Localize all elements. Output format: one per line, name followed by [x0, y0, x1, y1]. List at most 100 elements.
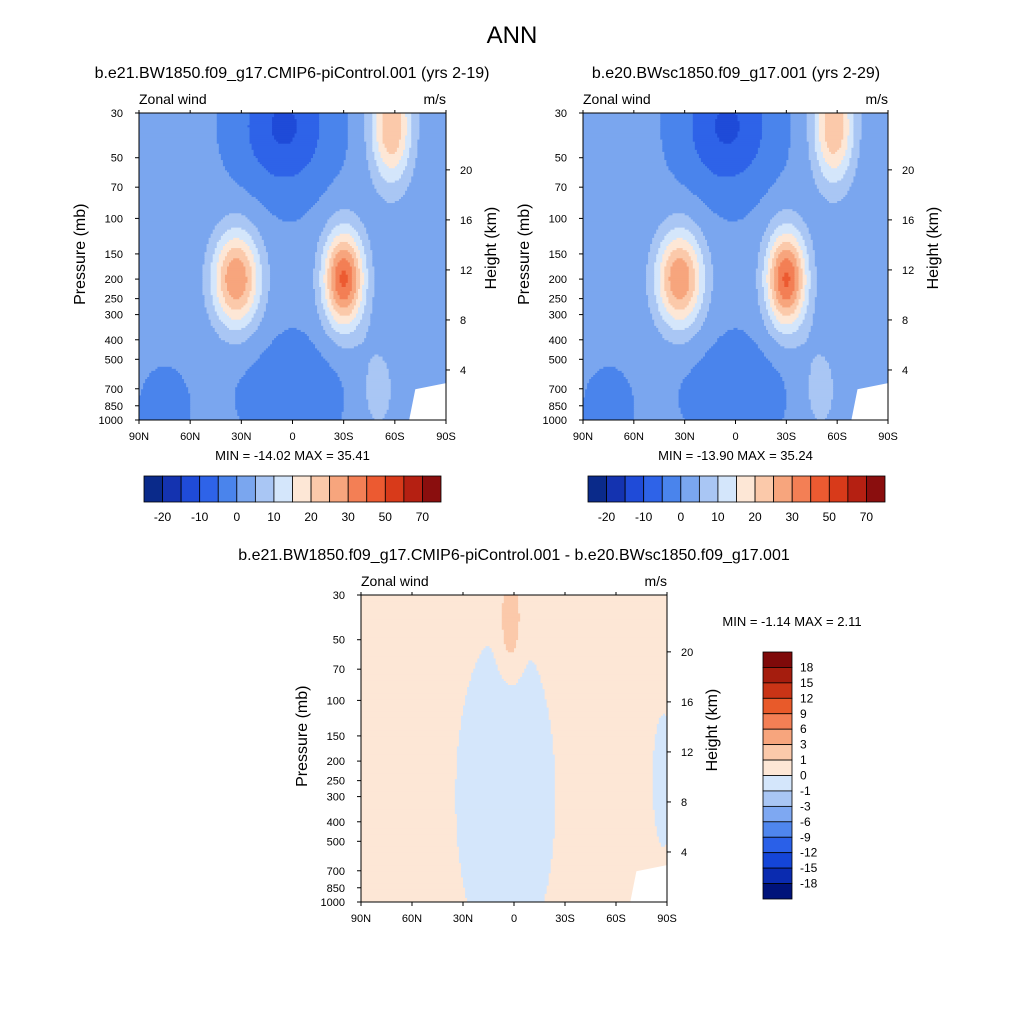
y-tick-label: 500 [327, 836, 345, 848]
y-tick-label: 70 [333, 664, 345, 676]
colorbar-swatch [762, 651, 793, 668]
colorbar-swatch [754, 475, 775, 503]
chart-panel-3: b.e21.BW1850.f09_g17.CMIP6-piControl.001… [238, 547, 861, 925]
colorbar-swatch [661, 475, 682, 503]
y-tick-label: 400 [549, 335, 567, 347]
colorbar-swatch [217, 475, 238, 503]
x-tick-label: 60N [180, 431, 200, 443]
colorbar-label: 70 [416, 510, 430, 524]
colorbar-swatch [828, 475, 849, 503]
y-tick-label: 50 [555, 153, 567, 165]
colorbar-swatch [773, 475, 793, 503]
colorbar-swatch [762, 667, 793, 684]
colorbar-swatch [847, 475, 867, 503]
y2-tick-label: 4 [681, 847, 687, 859]
y-tick-label: 300 [327, 792, 345, 804]
variable-label: Zonal wind [583, 91, 651, 107]
y-tick-label: 30 [333, 590, 345, 602]
colorbar: -20 -10 0 10 20 30 50 70 [587, 475, 886, 524]
x-tick-label: 0 [289, 431, 295, 443]
units-label: m/s [865, 91, 888, 107]
y-tick-label: 100 [327, 695, 345, 707]
colorbar-label: -6 [800, 815, 811, 829]
y-tick-label: 1000 [321, 897, 345, 909]
colorbar-label: 10 [267, 510, 281, 524]
colorbar-label: 30 [342, 510, 356, 524]
colorbar-swatch [762, 775, 793, 792]
colorbar-swatch [762, 728, 793, 746]
colorbar-swatch [866, 475, 886, 503]
y-tick-label: 700 [327, 866, 345, 878]
colorbar-swatch [180, 475, 201, 503]
y2-tick-label: 8 [681, 797, 687, 809]
y-tick-label: 700 [105, 384, 123, 396]
colorbar-label: 6 [800, 722, 807, 736]
colorbar-swatch [762, 867, 793, 884]
y2-tick-label: 8 [902, 315, 908, 327]
min-max-stats: MIN = -13.90 MAX = 35.24 [658, 448, 813, 463]
colorbar-swatch [422, 475, 442, 503]
colorbar-label: 70 [860, 510, 874, 524]
y-tick-label: 500 [105, 354, 123, 366]
y2-tick-label: 12 [681, 747, 693, 759]
y-axis-label: Pressure (mb) [294, 686, 311, 787]
variable-label: Zonal wind [361, 573, 429, 589]
colorbar-label: 30 [786, 510, 800, 524]
x-tick-label: 90S [878, 431, 898, 443]
x-tick-label: 90S [436, 431, 456, 443]
colorbar-swatch [384, 475, 405, 503]
colorbar-swatch [762, 883, 793, 900]
y-tick-label: 250 [327, 776, 345, 788]
colorbar-swatch [606, 475, 626, 503]
y-tick-label: 400 [327, 817, 345, 829]
x-tick-label: 60S [385, 431, 405, 443]
y2-axis-label: Height (km) [704, 689, 721, 772]
y-tick-label: 150 [105, 249, 123, 261]
y2-tick-label: 16 [902, 215, 914, 227]
topography-mask [409, 383, 446, 420]
y-axis-label: Pressure (mb) [72, 204, 89, 305]
y-tick-label: 250 [105, 294, 123, 306]
y-tick-label: 150 [327, 731, 345, 743]
x-tick-label: 60N [402, 913, 422, 925]
y-tick-label: 50 [111, 153, 123, 165]
units-label: m/s [644, 573, 667, 589]
y2-axis-label: Height (km) [925, 207, 942, 290]
colorbar-swatch [762, 697, 793, 715]
colorbar-swatch [329, 475, 349, 503]
colorbar-swatch [587, 475, 607, 503]
y-tick-label: 400 [105, 335, 123, 347]
variable-label: Zonal wind [139, 91, 207, 107]
colorbar-swatch [736, 475, 756, 503]
colorbar-swatch [680, 475, 700, 503]
colorbar-swatch [762, 759, 793, 776]
colorbar-swatch [717, 475, 737, 503]
colorbar-label: 12 [800, 691, 814, 705]
colorbar-label: -1 [800, 784, 811, 798]
colorbar-swatch [643, 475, 663, 503]
colorbar-label: -12 [800, 846, 818, 860]
y-tick-label: 50 [333, 635, 345, 647]
colorbar-swatch [254, 475, 275, 503]
y-tick-label: 1000 [99, 415, 123, 427]
contour-field [139, 113, 446, 420]
panel-title: b.e21.BW1850.f09_g17.CMIP6-piControl.001… [95, 65, 490, 82]
y-tick-label: 100 [105, 213, 123, 225]
x-tick-label: 0 [511, 913, 517, 925]
colorbar-label: -3 [800, 799, 811, 813]
y-tick-label: 250 [549, 294, 567, 306]
min-max-stats: MIN = -14.02 MAX = 35.41 [215, 448, 370, 463]
colorbar-swatch [143, 475, 163, 503]
y2-tick-label: 12 [460, 265, 472, 277]
colorbar-label: 9 [800, 707, 807, 721]
colorbar-swatch [698, 475, 719, 503]
y2-tick-label: 16 [681, 697, 693, 709]
y2-tick-label: 8 [460, 315, 466, 327]
contour-field [583, 113, 888, 420]
topography-mask [851, 383, 888, 420]
y-tick-label: 700 [549, 384, 567, 396]
y2-tick-label: 16 [460, 215, 472, 227]
colorbar-label: 20 [748, 510, 762, 524]
